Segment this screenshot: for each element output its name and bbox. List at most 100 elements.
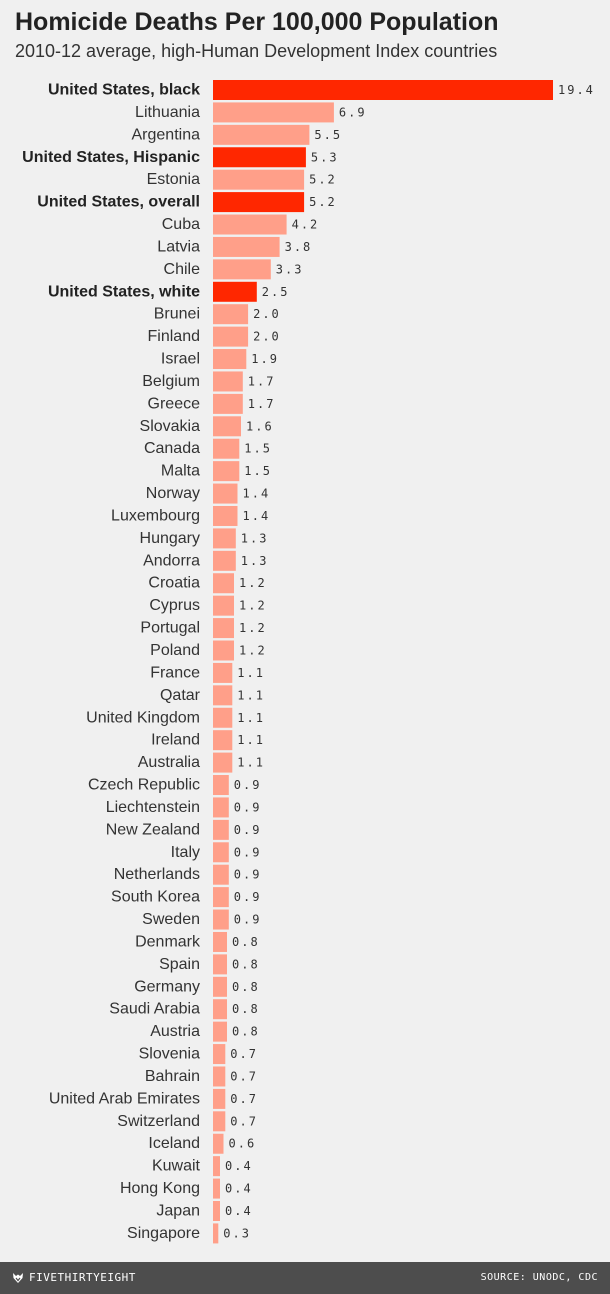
chart-title: Homicide Deaths Per 100,000 Population [15,8,499,36]
category-label-poland: Poland [150,642,200,659]
value-label-cuba: 4.2 [292,218,320,232]
value-label-ireland: 1.1 [237,733,265,747]
category-label-france: France [150,664,200,681]
category-label-cuba: Cuba [162,216,200,233]
category-label-croatia: Croatia [148,575,200,592]
category-label-malta: Malta [161,463,200,480]
category-label-liechtenstein: Liechtenstein [106,799,200,816]
bar-poland [213,640,234,661]
category-label-singapore: Singapore [127,1225,200,1242]
category-label-bahrain: Bahrain [145,1068,200,1085]
homicide-bar-chart: United States, black 19.4 Lithuania 6.9 Arge… [22,80,595,1244]
category-label-finland: Finland [148,328,200,345]
category-label-estonia: Estonia [147,171,200,188]
bar-south-korea [213,887,229,908]
category-label-czech-republic: Czech Republic [88,777,200,794]
bar-argentina [213,124,310,145]
value-label-argentina: 5.5 [314,128,342,142]
category-label-united-states-white: United States, white [48,283,200,300]
bar-austria [213,1021,227,1042]
value-label-malta: 1.5 [244,464,272,478]
category-label-slovenia: Slovenia [139,1046,200,1063]
bar-netherlands [213,864,229,885]
bar-chile [213,259,271,280]
bar-australia [213,752,233,773]
category-label-united-states-hispanic: United States, Hispanic [22,149,200,166]
value-label-singapore: 0.3 [223,1226,251,1240]
value-label-saudi-arabia: 0.8 [232,1002,260,1016]
category-label-belgium: Belgium [142,373,200,390]
category-label-brunei: Brunei [154,306,200,323]
value-label-united-states-white: 2.5 [262,285,290,299]
bar-united-kingdom [213,707,233,728]
value-label-finland: 2.0 [253,330,281,344]
value-label-spain: 0.8 [232,957,260,971]
category-label-united-kingdom: United Kingdom [86,709,200,726]
category-label-hong-kong: Hong Kong [120,1180,200,1197]
category-label-australia: Australia [138,754,200,771]
bar-liechtenstein [213,797,229,818]
category-label-spain: Spain [159,956,200,973]
category-label-israel: Israel [161,351,200,368]
category-label-norway: Norway [146,485,200,502]
value-label-czech-republic: 0.9 [234,778,262,792]
value-label-lithuania: 6.9 [339,105,367,119]
category-label-greece: Greece [148,395,201,412]
value-label-hong-kong: 0.4 [225,1182,253,1196]
value-label-netherlands: 0.9 [234,868,262,882]
footer-bar: FIVETHIRTYEIGHT SOURCE: UNODC, CDC [0,1262,610,1294]
category-label-iceland: Iceland [148,1135,200,1152]
bar-saudi-arabia [213,999,227,1020]
value-label-sweden: 0.9 [234,913,262,927]
category-label-lithuania: Lithuania [135,104,200,121]
value-label-poland: 1.2 [239,644,267,658]
category-label-united-states-overall: United States, overall [37,194,200,211]
value-label-france: 1.1 [237,666,265,680]
bar-italy [213,842,229,863]
bar-qatar [213,685,233,706]
value-label-united-kingdom: 1.1 [237,711,265,725]
brand: FIVETHIRTYEIGHT [12,1271,136,1284]
bar-latvia [213,236,280,257]
bar-kuwait [213,1156,220,1177]
value-label-hungary: 1.3 [241,531,269,545]
value-label-chile: 3.3 [276,262,304,276]
fox-logo-icon [13,1272,23,1283]
bar-spain [213,954,227,975]
value-label-estonia: 5.2 [309,173,337,187]
category-label-hungary: Hungary [140,530,200,547]
bar-canada [213,438,240,459]
value-label-iceland: 0.6 [229,1137,257,1151]
bar-cuba [213,214,287,235]
bar-switzerland [213,1111,226,1132]
category-label-sweden: Sweden [142,911,200,928]
value-label-italy: 0.9 [234,845,262,859]
value-label-slovakia: 1.6 [246,419,274,433]
category-label-saudi-arabia: Saudi Arabia [109,1001,200,1018]
bar-bahrain [213,1066,226,1087]
bar-lithuania [213,102,334,123]
value-label-united-states-hispanic: 5.3 [311,150,339,164]
category-label-japan: Japan [156,1203,200,1220]
bar-slovenia [213,1044,226,1065]
value-label-united-states-overall: 5.2 [309,195,337,209]
source-note: SOURCE: UNODC, CDC [480,1272,598,1283]
bar-germany [213,976,227,997]
category-label-italy: Italy [171,844,200,861]
category-label-netherlands: Netherlands [114,866,200,883]
bar-united-states-black [213,80,553,100]
category-label-kuwait: Kuwait [152,1158,201,1175]
bar-france [213,662,233,683]
value-label-portugal: 1.2 [239,621,267,635]
bar-iceland [213,1133,224,1154]
bar-new-zealand [213,819,229,840]
value-label-denmark: 0.8 [232,935,260,949]
value-label-united-states-black: 19.4 [558,83,595,97]
category-label-luxembourg: Luxembourg [111,507,200,524]
bar-sweden [213,909,229,930]
category-label-canada: Canada [144,440,200,457]
value-label-andorra: 1.3 [241,554,269,568]
category-label-denmark: Denmark [135,933,201,950]
value-label-israel: 1.9 [251,352,279,366]
bar-luxembourg [213,505,238,526]
